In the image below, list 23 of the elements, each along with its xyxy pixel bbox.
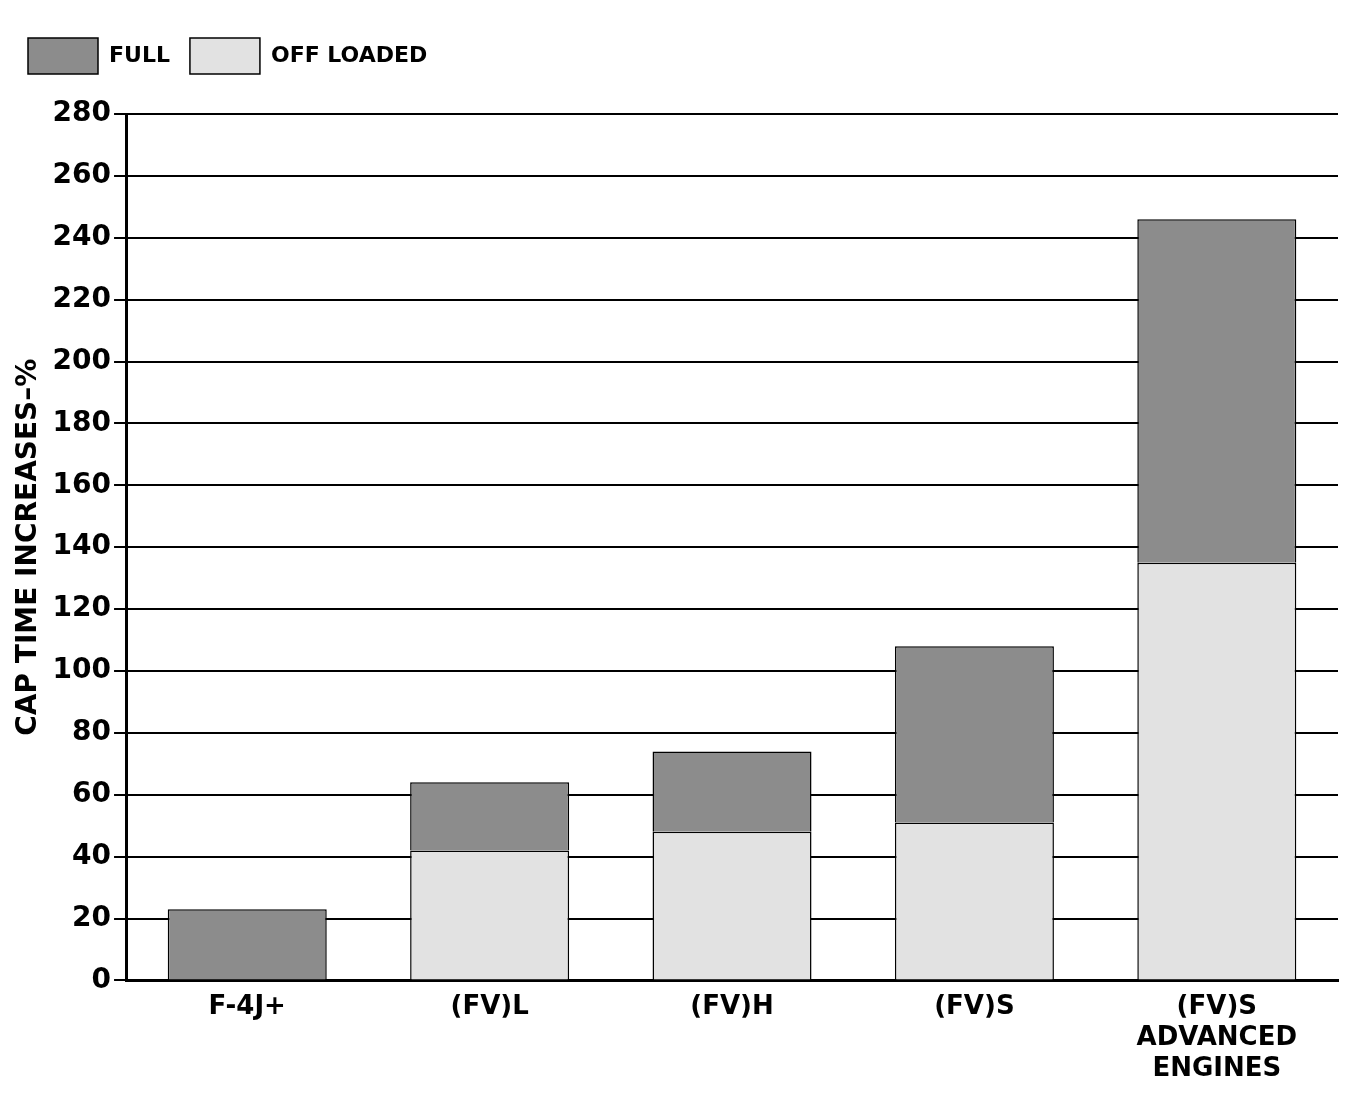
legend-label: OFF LOADED [270,41,428,67]
y-tick-label: 260 [52,157,112,191]
y-tick-label: 180 [52,404,112,438]
y-tick-label: 240 [52,219,112,253]
y-tick-label: 280 [52,95,112,129]
y-tick-label: 120 [52,590,112,624]
x-tick-label: F-4J+ [208,989,286,1020]
x-tick-label: (FV)S [934,989,1015,1020]
x-tick-label: (FV)L [450,989,529,1020]
y-tick-label: 100 [52,652,112,686]
legend-label: FULL [109,41,170,67]
y-axis-title: CAP TIME INCREASES–% [10,358,44,736]
y-tick-label: 20 [72,899,112,933]
x-tick-label: (FV)H [690,989,774,1020]
y-tick-label: 220 [52,280,112,314]
y-tick-label: 60 [72,776,112,810]
y-tick-label: 0 [91,961,112,995]
y-tick-label: 140 [52,528,112,562]
x-tick-label: (FV)S ADVANCED ENGINES [1136,989,1297,1083]
y-tick-label: 160 [52,466,112,500]
y-tick-label: 200 [52,342,112,376]
y-tick-label: 80 [72,714,112,748]
y-tick-label: 40 [72,837,112,871]
